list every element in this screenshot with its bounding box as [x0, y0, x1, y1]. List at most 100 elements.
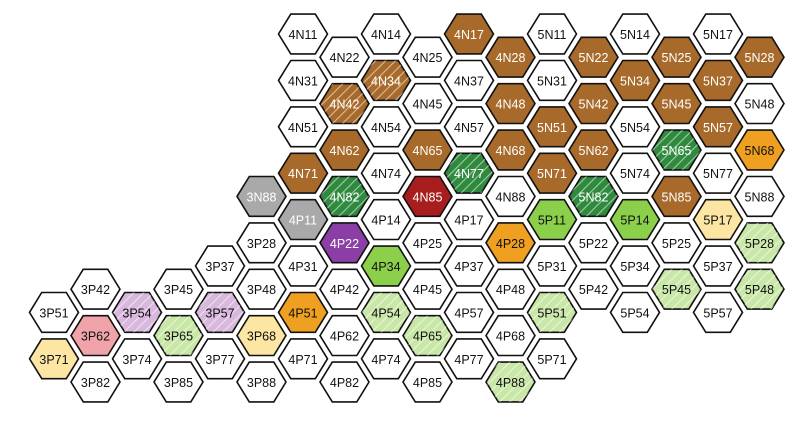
hex-label: 4P82	[330, 376, 359, 390]
hex-cell-5n45: 5N45	[651, 82, 702, 125]
hex-cell-4p14: 4P14	[360, 198, 412, 241]
hex-shape	[443, 13, 495, 55]
hex-shape	[277, 106, 329, 148]
hex-cell-5p54: 5P54	[609, 291, 661, 334]
hex-hatch	[320, 176, 369, 217]
hex-shape	[609, 59, 661, 102]
hex-label: 4P54	[371, 306, 400, 320]
hex-cell-5p17: 5P17	[692, 198, 744, 241]
hex-label: 4P77	[454, 353, 483, 367]
hex-shape	[651, 82, 702, 125]
hex-label: 5P31	[537, 260, 566, 274]
hex-cell-4p82: 4P82	[319, 361, 370, 403]
hex-shape	[28, 291, 80, 334]
hex-cell-4p42: 4P42	[319, 268, 370, 310]
hex-layer: 4N11 4N22 4N31 4N42 4N51 4N62 4N71 4N82 3N88 4P11…	[28, 13, 785, 403]
hex-shape	[277, 13, 329, 55]
hex-shape	[319, 222, 370, 264]
hex-cell-4n17: 4N17	[443, 13, 495, 55]
hex-label: 5P37	[703, 260, 732, 274]
hex-cell-3p82: 3P82	[70, 361, 121, 403]
hex-hatch	[361, 292, 411, 333]
hex-label: 5P28	[745, 237, 774, 251]
hex-label: 4N17	[454, 28, 484, 42]
hex-label: 4N54	[371, 121, 401, 135]
hex-label: 5N68	[745, 144, 775, 158]
hex-label: 5N45	[662, 98, 692, 112]
hex-cell-5n11: 5N11	[526, 13, 578, 55]
hex-label: 4N37	[454, 74, 484, 88]
hex-label: 4N42	[330, 98, 360, 112]
hex-label: 5N51	[537, 121, 567, 135]
hex-cell-5n71: 5N71	[526, 152, 578, 194]
hex-shape	[526, 59, 578, 102]
hex-shape	[319, 129, 370, 171]
hex-cell-4p51: 4P51	[277, 291, 329, 334]
hex-label: 4N62	[330, 144, 360, 158]
hex-cell-4p57: 4P57	[443, 291, 495, 334]
hex-label: 4P17	[454, 214, 483, 228]
hex-shape	[70, 314, 121, 357]
hex-cell-3p88: 3P88	[236, 361, 287, 403]
hex-shape	[443, 291, 495, 334]
hex-cell-4p88: 4P88	[485, 361, 536, 403]
hex-label: 5N57	[703, 121, 733, 135]
hex-shape	[402, 175, 453, 218]
hex-cell-5n54: 5N54	[609, 106, 661, 148]
hex-label: 3P57	[205, 306, 234, 320]
hex-cell-5p22: 5P22	[568, 222, 619, 264]
hex-hatch	[403, 315, 452, 356]
hex-cell-5n34: 5N34	[609, 59, 661, 102]
hex-cell-4p28: 4P28	[485, 222, 536, 264]
hex-label: 3P54	[122, 306, 151, 320]
hex-shape	[692, 198, 744, 241]
hex-hatch	[486, 362, 535, 402]
hex-label: 4P45	[413, 283, 442, 297]
hex-label: 5P48	[745, 283, 774, 297]
hex-label: 5N31	[537, 74, 567, 88]
hex-cell-5n77: 5N77	[692, 152, 744, 194]
hex-shape	[692, 106, 744, 148]
hex-shape	[319, 268, 370, 310]
hex-cell-4p45: 4P45	[402, 268, 453, 310]
hex-hatch	[735, 269, 784, 310]
hex-cell-5n14: 5N14	[609, 13, 661, 55]
hex-label: 4P51	[288, 306, 317, 320]
hex-shape	[319, 361, 370, 403]
hex-cell-5n42: 5N42	[568, 82, 619, 125]
hex-cell-4n37: 4N37	[443, 59, 495, 102]
hex-shape	[526, 13, 578, 55]
hex-shape	[526, 152, 578, 194]
hex-shape	[360, 13, 412, 55]
hex-hatch	[154, 315, 203, 356]
hex-shape	[402, 82, 453, 125]
hex-hatch	[444, 153, 494, 194]
hex-cell-5n65: 5N65	[651, 129, 702, 171]
hex-label: 4P57	[454, 306, 483, 320]
hex-shape	[443, 338, 495, 380]
hex-label: 3P42	[81, 283, 110, 297]
hex-shape	[194, 338, 246, 380]
hex-shape	[443, 59, 495, 102]
hex-label: 4N28	[496, 51, 526, 65]
hex-label: 5N71	[537, 167, 567, 181]
hex-cell-4n62: 4N62	[319, 129, 370, 171]
hex-shape	[651, 175, 702, 218]
hex-shape	[277, 338, 329, 380]
hex-label: 4P34	[371, 260, 400, 274]
hex-cell-4p34: 4P34	[360, 245, 412, 287]
hex-cell-4n88: 4N88	[485, 175, 536, 218]
hex-cell-4n82: 4N82	[319, 175, 370, 218]
hex-label: 5N17	[703, 28, 733, 42]
hex-label: 5P17	[703, 214, 732, 228]
hex-label: 4P65	[413, 330, 442, 344]
hex-label: 5P42	[579, 283, 608, 297]
hex-shape	[194, 245, 246, 287]
hex-shape	[609, 106, 661, 148]
hex-shape	[277, 59, 329, 102]
hex-cell-5p51: 5P51	[526, 291, 578, 334]
hex-cell-4p17: 4P17	[443, 198, 495, 241]
hex-label: 5P14	[620, 214, 649, 228]
hex-label: 4N85	[413, 190, 443, 204]
hex-cell-4n54: 4N54	[360, 106, 412, 148]
